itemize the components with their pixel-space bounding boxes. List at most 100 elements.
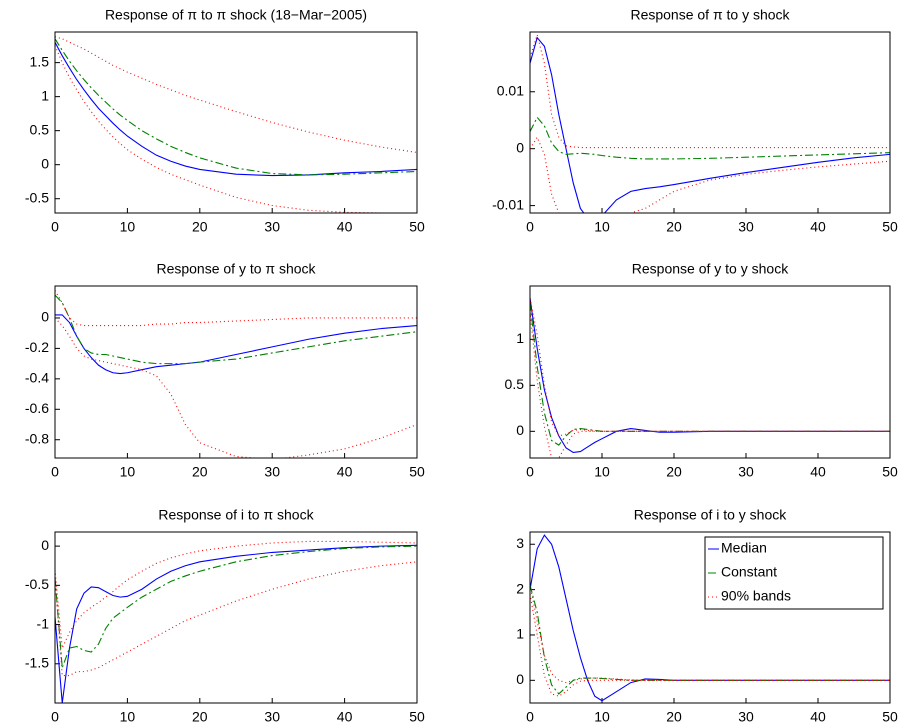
series-line <box>55 294 417 365</box>
x-tick-label: 0 <box>526 464 534 480</box>
y-tick-label: 0.5 <box>30 121 50 137</box>
subplot-title: Response of π to y shock <box>630 7 790 23</box>
axes-background <box>55 286 417 458</box>
y-tick-label: -0.6 <box>25 400 49 416</box>
y-tick-label: 0 <box>41 537 49 553</box>
legend-label: 90% bands <box>721 588 791 604</box>
legend-label: Median <box>721 540 767 556</box>
subplot-title: Response of π to π shock (18−Mar−2005) <box>105 7 367 23</box>
subplot: Response of y to π shock 0 10 20 30 40 50 -0.8 -… <box>25 261 425 480</box>
x-tick-label: 0 <box>51 219 59 235</box>
x-tick-label: 20 <box>192 709 208 725</box>
subplot: Response of y to y shock 0 10 20 30 40 50 0 0.5 1 <box>505 261 898 480</box>
y-tick-label: 1 <box>516 626 524 642</box>
series-line <box>530 584 890 684</box>
x-tick-label: 50 <box>882 709 898 725</box>
series-line <box>55 317 417 458</box>
y-tick-label: 0 <box>41 309 49 325</box>
legend-label: Constant <box>721 564 777 580</box>
x-tick-label: 40 <box>337 219 353 235</box>
x-tick-label: 30 <box>264 709 280 725</box>
x-tick-label: 40 <box>810 219 826 235</box>
subplot: Response of i to y shock 0 10 20 30 40 50 0 1 2 3 M… <box>516 507 898 725</box>
x-tick-label: 30 <box>738 219 754 235</box>
x-tick-label: 10 <box>594 464 610 480</box>
y-tick-label: 0.5 <box>505 376 525 392</box>
series-line <box>530 594 890 697</box>
x-tick-label: 30 <box>738 709 754 725</box>
series-line <box>530 32 890 149</box>
series-line <box>530 116 890 160</box>
y-tick-label: 0 <box>516 139 524 155</box>
subplot-title: Response of i to y shock <box>634 507 788 523</box>
subplot: Response of π to π shock (18−Mar−2005) 0 1… <box>25 7 425 235</box>
x-tick-label: 40 <box>810 709 826 725</box>
plot-lines <box>530 534 890 702</box>
axes-frame <box>529 531 891 704</box>
plot-lines <box>530 297 890 458</box>
y-tick-label: 1 <box>516 330 524 346</box>
x-tick-label: 20 <box>666 464 682 480</box>
x-tick-label: 50 <box>409 709 425 725</box>
y-tick-label: -0.5 <box>25 576 49 592</box>
y-tick-label: -0.4 <box>25 370 49 386</box>
x-tick-label: 20 <box>666 709 682 725</box>
y-tick-label: -1 <box>37 615 50 631</box>
x-tick-label: 20 <box>192 464 208 480</box>
subplot-title: Response of i to π shock <box>158 507 314 523</box>
subplot: Response of i to π shock 0 10 20 30 40 50 -1.5 -… <box>25 507 425 725</box>
x-tick-label: 0 <box>51 464 59 480</box>
x-tick-label: 30 <box>264 464 280 480</box>
series-line <box>55 38 417 176</box>
x-tick-label: 10 <box>120 709 136 725</box>
series-line <box>530 297 890 437</box>
series-line <box>55 290 417 327</box>
x-tick-label: 10 <box>594 219 610 235</box>
x-tick-label: 50 <box>409 464 425 480</box>
x-tick-label: 40 <box>337 464 353 480</box>
axes-background <box>55 532 417 703</box>
axes-frame <box>54 285 418 459</box>
x-tick-label: 30 <box>264 219 280 235</box>
series-line <box>55 36 417 153</box>
axes-frame <box>54 31 418 214</box>
legend-box <box>704 536 884 610</box>
axes-background <box>530 286 890 458</box>
x-tick-label: 30 <box>738 464 754 480</box>
y-tick-label: 1.5 <box>30 53 50 69</box>
x-tick-label: 0 <box>526 709 534 725</box>
subplot: Response of π to y shock 0 10 20 30 40 50 -0.01… <box>492 7 898 235</box>
y-tick-label: 2 <box>516 580 524 596</box>
x-tick-label: 10 <box>120 219 136 235</box>
x-tick-label: 10 <box>594 709 610 725</box>
subplot-title: Response of y to π shock <box>156 261 316 277</box>
subplot-title: Response of y to y shock <box>632 261 789 277</box>
x-tick-label: 0 <box>51 709 59 725</box>
y-tick-label: -0.2 <box>25 339 49 355</box>
y-tick-label: -0.01 <box>492 196 524 212</box>
x-tick-label: 40 <box>810 464 826 480</box>
plot-lines <box>55 290 417 458</box>
y-tick-label: 0.01 <box>497 82 524 98</box>
axes-frame <box>529 31 891 214</box>
y-tick-label: 0 <box>516 422 524 438</box>
y-tick-label: 3 <box>516 535 524 551</box>
y-tick-label: 0 <box>41 155 49 171</box>
x-tick-label: 50 <box>882 219 898 235</box>
axes-frame <box>54 531 418 704</box>
x-tick-label: 0 <box>526 219 534 235</box>
axes-background <box>55 32 417 213</box>
series-line <box>55 41 417 177</box>
x-tick-label: 50 <box>409 219 425 235</box>
y-tick-label: 0 <box>516 671 524 687</box>
axes-frame <box>529 285 891 459</box>
x-tick-label: 10 <box>120 464 136 480</box>
y-tick-label: -0.8 <box>25 430 49 446</box>
y-tick-label: -0.5 <box>25 189 49 205</box>
plot-lines <box>55 36 417 213</box>
y-tick-label: -1.5 <box>25 654 49 670</box>
series-line <box>55 540 417 651</box>
series-line <box>530 302 890 446</box>
x-tick-label: 50 <box>882 464 898 480</box>
